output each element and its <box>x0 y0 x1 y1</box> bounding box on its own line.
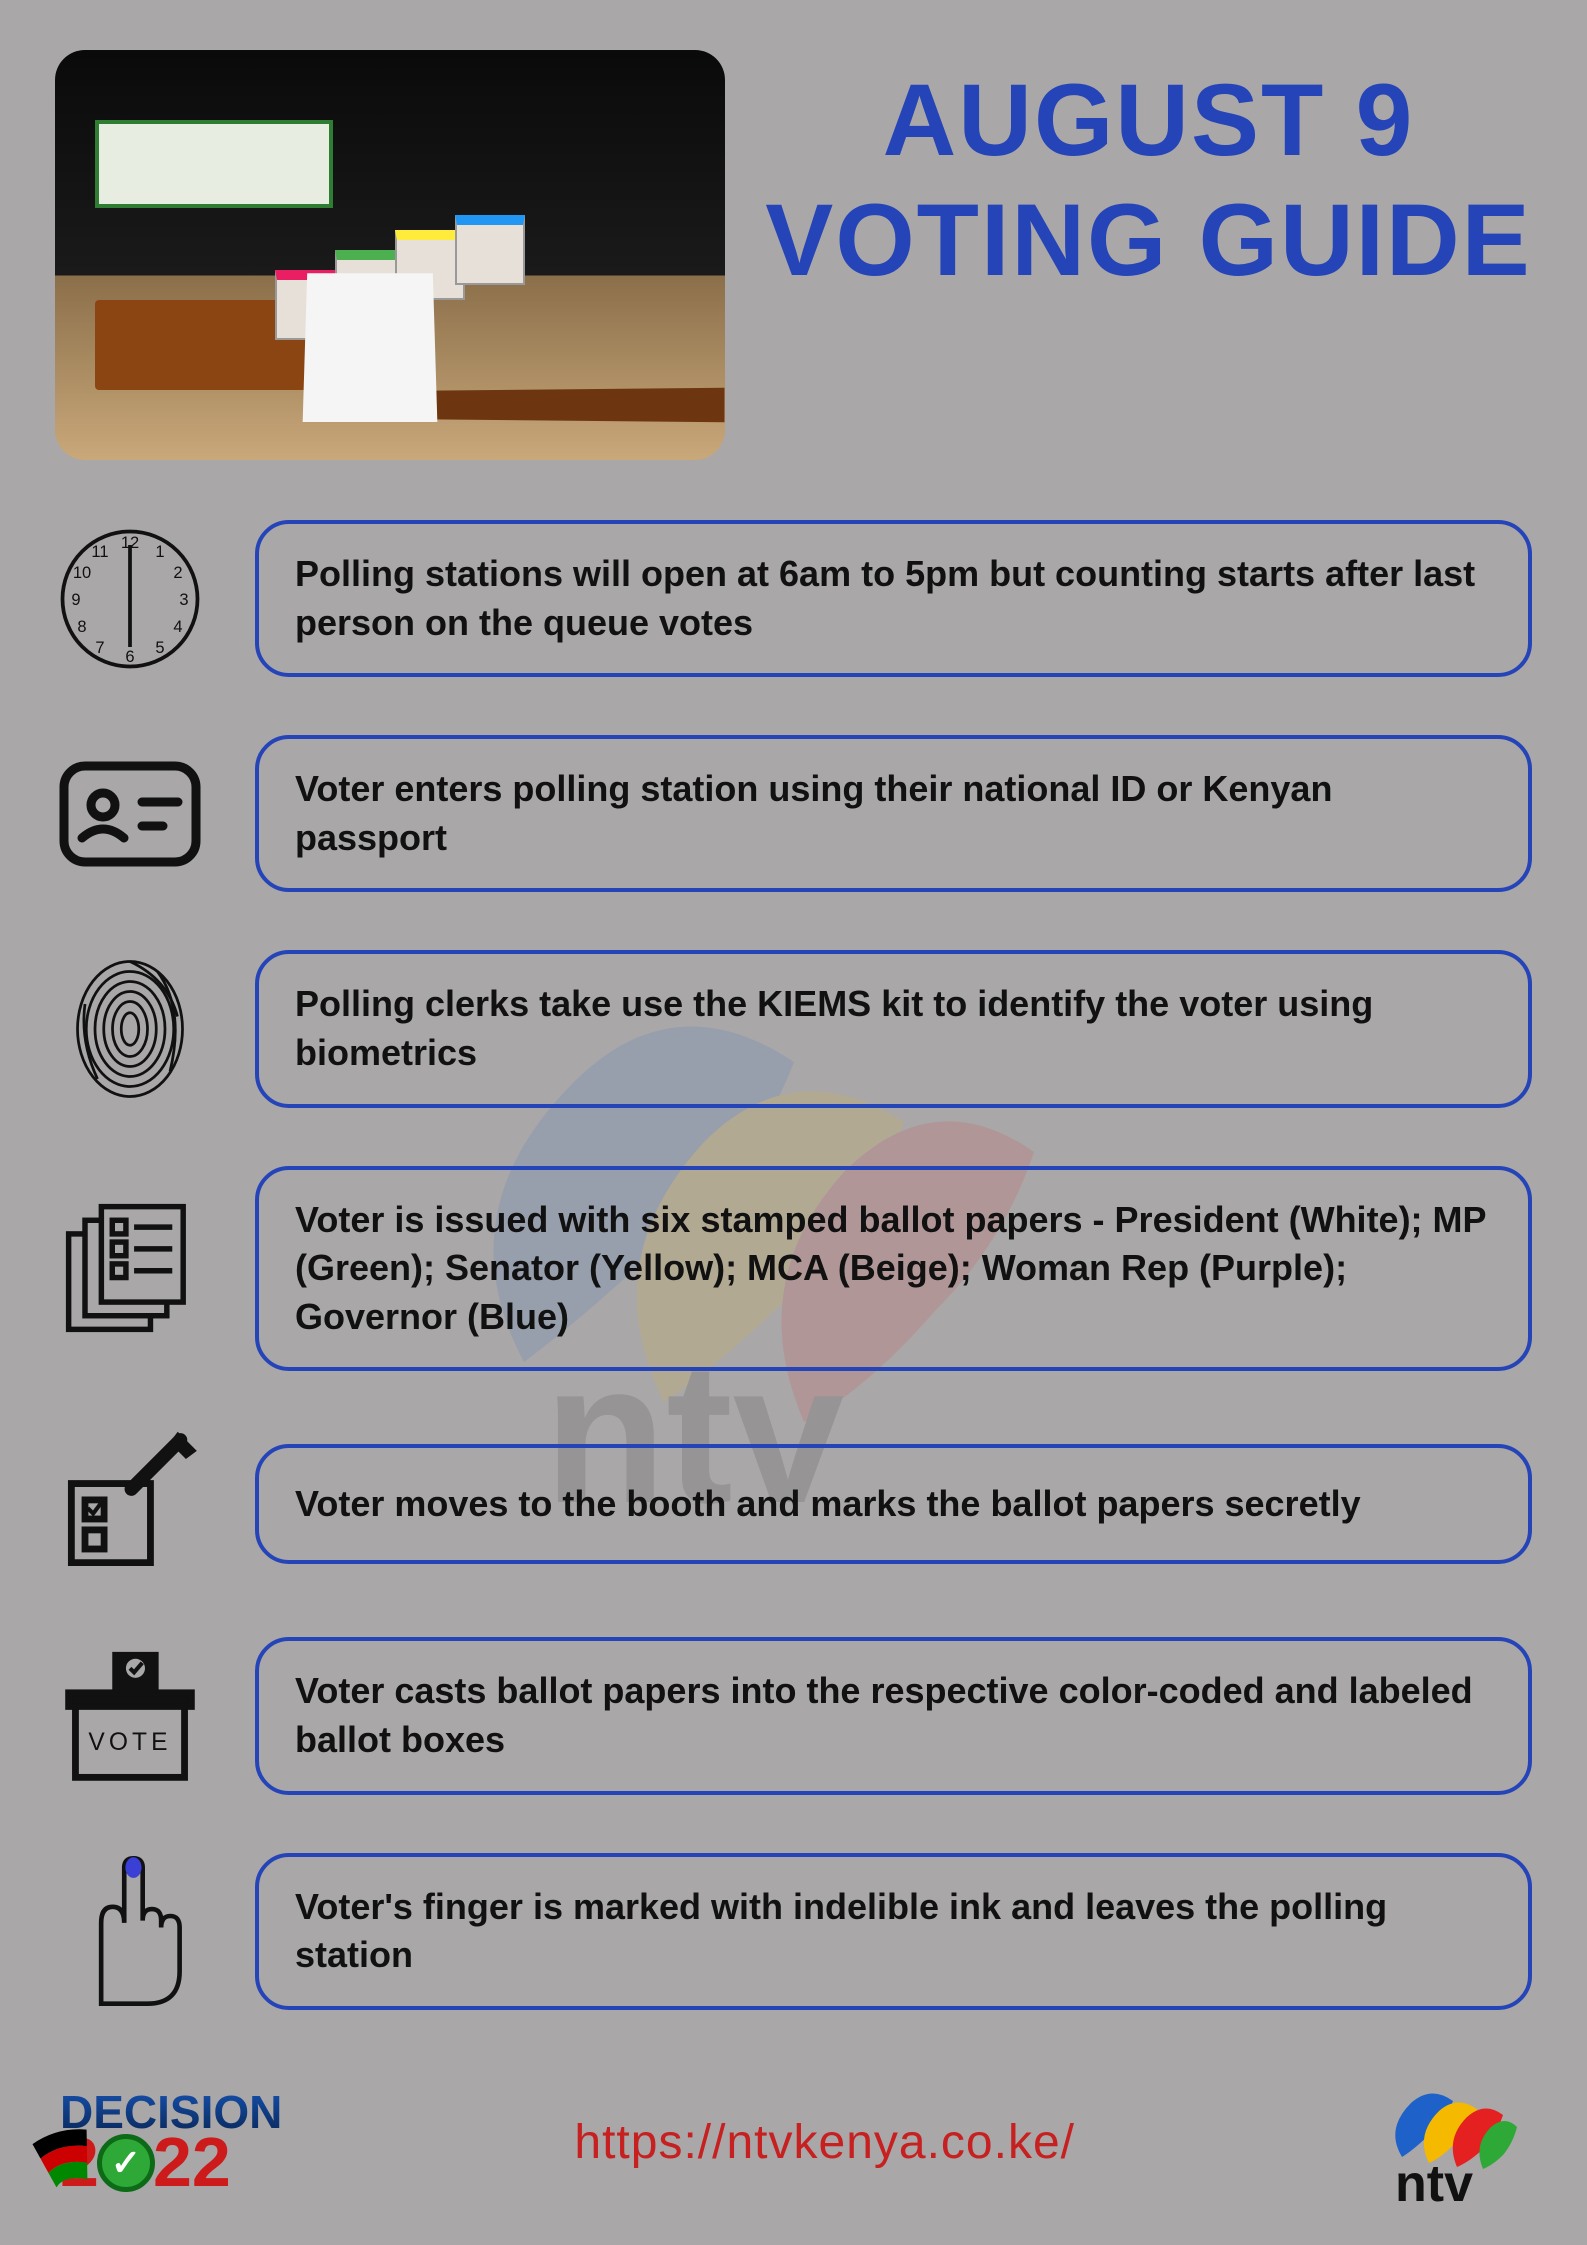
step-text: Polling clerks take use the KIEMS kit to… <box>255 950 1532 1107</box>
id-card-icon <box>55 739 205 889</box>
ballot-box-icon: VOTE <box>55 1641 205 1791</box>
step-item: VOTE Voter casts ballot papers into the … <box>55 1637 1532 1794</box>
step-item: Voter enters polling station using their… <box>55 735 1532 892</box>
svg-text:7: 7 <box>95 639 104 657</box>
mark-ballot-icon <box>55 1429 205 1579</box>
ntv-logo: ntv <box>1367 2077 1527 2207</box>
svg-text:ntv: ntv <box>1395 2155 1473 2207</box>
header: AUGUST 9 VOTING GUIDE <box>0 0 1587 490</box>
step-text: Voter enters polling station using their… <box>255 735 1532 892</box>
source-url: https://ntvkenya.co.ke/ <box>574 2115 1075 2170</box>
decision-2022-logo: DECISION 2 22 <box>60 2092 282 2193</box>
step-item: 12 3 6 9 12 45 78 1011 Polling stations wi… <box>55 520 1532 677</box>
svg-text:6: 6 <box>125 648 134 666</box>
polling-station-photo <box>55 50 725 460</box>
svg-text:8: 8 <box>77 618 86 636</box>
step-item: Polling clerks take use the KIEMS kit to… <box>55 950 1532 1107</box>
svg-text:4: 4 <box>173 618 182 636</box>
svg-text:5: 5 <box>155 639 164 657</box>
svg-text:10: 10 <box>73 564 91 582</box>
svg-text:VOTE: VOTE <box>88 1729 171 1756</box>
year-suffix: 22 <box>153 2133 231 2193</box>
svg-text:3: 3 <box>179 591 188 609</box>
steps-list: 12 3 6 9 12 45 78 1011 Polling stations wi… <box>0 490 1587 2010</box>
svg-text:1: 1 <box>155 543 164 561</box>
svg-text:11: 11 <box>91 543 108 561</box>
svg-text:12: 12 <box>121 534 139 552</box>
step-item: Voter moves to the booth and marks the b… <box>55 1429 1532 1579</box>
fingerprint-icon <box>55 954 205 1104</box>
page-title: AUGUST 9 VOTING GUIDE <box>765 50 1532 301</box>
year-checkmark-icon <box>97 2134 155 2192</box>
step-text: Voter casts ballot papers into the respe… <box>255 1637 1532 1794</box>
step-text: Voter's finger is marked with indelible … <box>255 1853 1532 2010</box>
step-item: Voter is issued with six stamped ballot … <box>55 1166 1532 1372</box>
step-text: Polling stations will open at 6am to 5pm… <box>255 520 1532 677</box>
step-text: Voter is issued with six stamped ballot … <box>255 1166 1532 1372</box>
footer: DECISION 2 22 https://ntvkenya.co.ke/ nt… <box>0 2077 1587 2207</box>
svg-text:2: 2 <box>173 564 182 582</box>
step-text: Voter moves to the booth and marks the b… <box>255 1444 1532 1564</box>
step-item: Voter's finger is marked with indelible … <box>55 1853 1532 2010</box>
inked-finger-icon <box>55 1856 205 2006</box>
svg-text:9: 9 <box>71 591 80 609</box>
ballot-papers-icon <box>55 1193 205 1343</box>
clock-icon: 12 3 6 9 12 45 78 1011 <box>55 524 205 674</box>
